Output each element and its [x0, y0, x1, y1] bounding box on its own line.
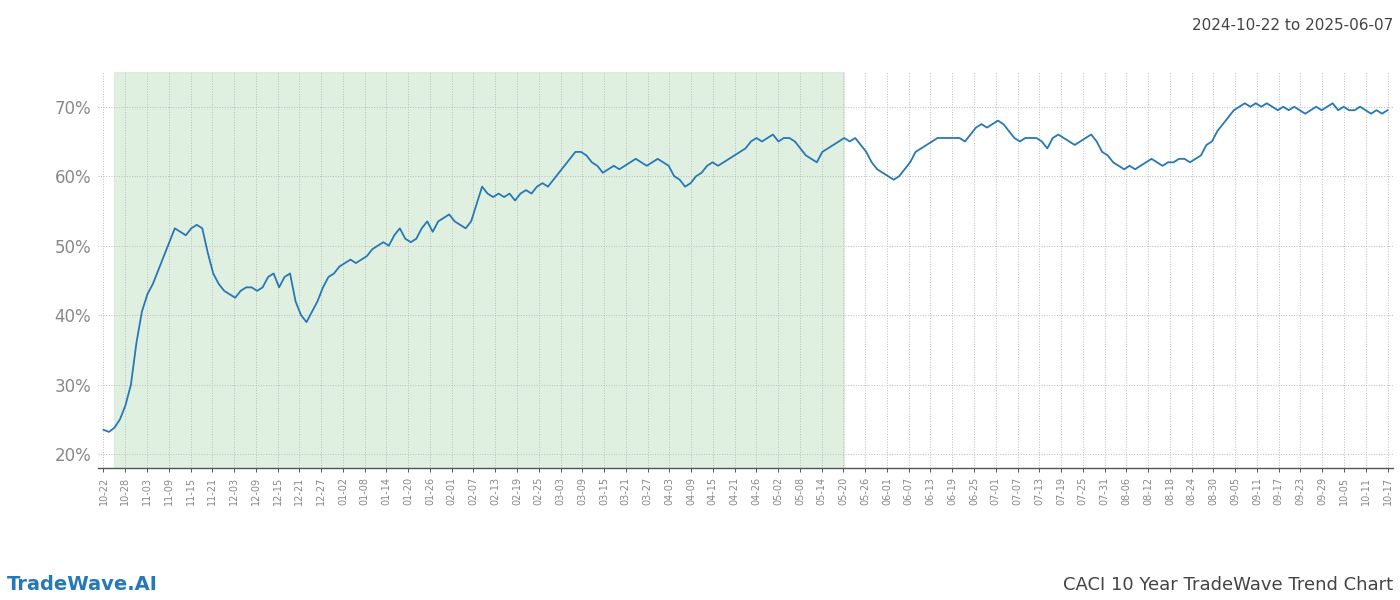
Bar [115, 72, 844, 468]
Text: 2024-10-22 to 2025-06-07: 2024-10-22 to 2025-06-07 [1191, 18, 1393, 33]
Text: CACI 10 Year TradeWave Trend Chart: CACI 10 Year TradeWave Trend Chart [1063, 576, 1393, 594]
Text: TradeWave.AI: TradeWave.AI [7, 575, 158, 594]
